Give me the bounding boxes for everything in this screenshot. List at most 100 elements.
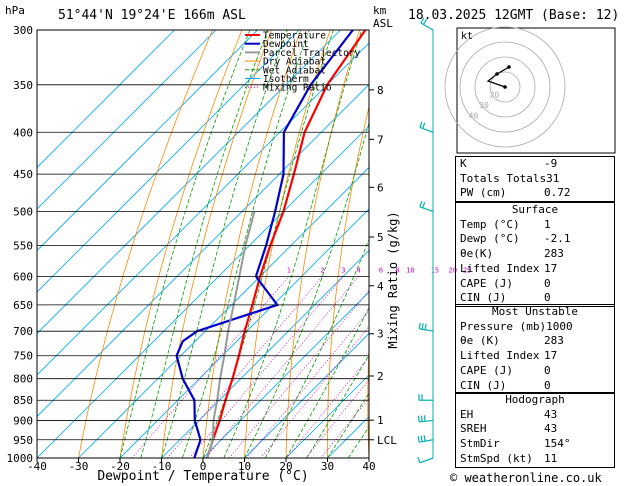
- wind-barb-flag: [423, 415, 426, 422]
- row-value: 0.72: [544, 186, 571, 200]
- dry-adiabat-line: [161, 30, 272, 458]
- mixing-ratio-label: 4: [356, 266, 360, 274]
- row-label: SREH: [460, 422, 487, 436]
- km-tick-label: 1: [377, 414, 384, 427]
- km-tick-label: 5: [377, 231, 384, 244]
- wind-barb-flag: [417, 436, 420, 443]
- row-label: θe (K): [460, 334, 500, 348]
- row-value: 0: [544, 378, 551, 392]
- hodograph-point: [495, 72, 499, 76]
- km-tick-label: 7: [377, 133, 384, 146]
- plot-frame: [36, 29, 370, 459]
- table-row: StmSpd (kt) 11: [456, 452, 614, 467]
- mixing-ratio-line: [167, 276, 323, 458]
- pressure-label: 600: [13, 270, 33, 283]
- pressure-label: 1000: [7, 452, 34, 465]
- pressure-label: 750: [13, 350, 33, 363]
- wet-adiabat-line: [285, 306, 369, 458]
- isotherm-line: [37, 30, 341, 335]
- row-value: -2.1: [544, 232, 571, 246]
- hodograph-ring-label: 40: [469, 112, 479, 121]
- table-row: SREH 43: [456, 422, 614, 437]
- hodograph-point: [503, 85, 507, 89]
- wind-barb-flag: [420, 17, 425, 24]
- legend-entry: Wet Adiabat: [263, 65, 326, 76]
- wind-barb-flag: [418, 322, 421, 329]
- row-label: Lifted Index: [460, 261, 540, 275]
- surface-title: Surface: [511, 203, 559, 216]
- wet-adiabat-line: [161, 30, 288, 458]
- wind-barb-flag: [421, 323, 424, 330]
- mixing-ratio-line: [246, 309, 369, 458]
- isotherm-line: [161, 249, 369, 458]
- table-row: Totals Totals 31: [456, 172, 614, 187]
- most-unstable-title: Most Unstable: [491, 305, 579, 318]
- isotherm-line: [244, 332, 369, 458]
- table-row: CIN (J) 0: [456, 291, 614, 306]
- row-label: Temp (°C): [460, 217, 520, 231]
- isotherm-line: [37, 125, 369, 458]
- row-label: K: [460, 157, 467, 170]
- wind-barb-staff: [419, 328, 434, 332]
- table-row: Lifted Index 17: [456, 349, 614, 364]
- km-tick-label: 6: [377, 181, 384, 194]
- x-tick-label: 30: [321, 460, 334, 473]
- wet-adiabat-line: [202, 30, 334, 458]
- mixing-ratio-line: [131, 276, 290, 458]
- row-value: 154°: [544, 437, 571, 451]
- isotherm-line: [37, 30, 175, 169]
- row-value: 11: [544, 451, 558, 465]
- isotherm-line: [78, 166, 369, 458]
- mixing-ratio-label: 3: [341, 266, 345, 274]
- mixing-ratio-line: [189, 276, 344, 458]
- table-row: Temp (°C) 1: [456, 218, 614, 233]
- most-unstable-table: Most Unstable Pressure (mb) 1000 θe (K) 283…: [455, 304, 615, 395]
- wind-barb-flag: [422, 122, 426, 129]
- wind-barb-flag: [417, 415, 420, 422]
- pressure-label: 950: [13, 434, 33, 447]
- pressure-label: 350: [13, 79, 33, 92]
- date-title: 18.03.2025 12GMT (Base: 12): [408, 8, 619, 23]
- pressure-label: 500: [13, 206, 33, 219]
- row-label: CIN (J): [460, 378, 507, 392]
- row-label: θe(K): [460, 247, 494, 261]
- row-label: CIN (J): [460, 291, 507, 305]
- plot-area: 1 2 3 4 6 8 10 15 20 2530035040045050055060065070…: [7, 17, 471, 473]
- hodograph-kt-label: kt: [461, 31, 473, 42]
- row-label: Lifted Index: [460, 349, 540, 363]
- x-tick-label: -30: [69, 460, 89, 473]
- row-value: 283: [544, 247, 564, 261]
- pressure-label: 850: [13, 394, 33, 407]
- hodograph-ring: [459, 41, 551, 133]
- wind-barb-flag: [422, 201, 426, 209]
- km-tick-label: LCL: [377, 434, 397, 447]
- wind-barb-staff: [419, 419, 434, 423]
- series-dewpoint: [175, 30, 354, 458]
- hpa-label: hPa: [5, 4, 25, 17]
- mixing-ratio-line: [260, 325, 369, 458]
- wind-barb-staff: [419, 457, 434, 464]
- mixing-ratio-label: 25: [463, 266, 471, 274]
- row-label: EH: [460, 407, 474, 421]
- wind-barb-flag: [424, 323, 427, 330]
- x-tick-label: -40: [27, 460, 47, 473]
- mixing-ratio-label: 20: [449, 266, 457, 274]
- table-row: CIN (J) 0: [456, 379, 614, 394]
- pressure-label: 550: [13, 239, 33, 252]
- mixing-ratio-label: 10: [406, 266, 414, 274]
- pressure-label: 300: [13, 24, 33, 37]
- row-value: 17: [544, 349, 558, 363]
- legend-entry: Dewpoint: [263, 39, 309, 50]
- row-label: CAPE (J): [460, 276, 513, 290]
- x-tick-label: 40: [362, 460, 375, 473]
- km-tick-label: 4: [377, 280, 384, 293]
- isotherm-line: [37, 30, 217, 210]
- legend-entry: Dry Adiabat: [263, 57, 326, 68]
- table-row: Lifted Index 17: [456, 262, 614, 277]
- pressure-label: 400: [13, 126, 33, 139]
- surface-table: Surface Temp (°C) 1 Dewp (°C) -2.1 θe(K) 283 L…: [455, 202, 615, 307]
- hodograph-table: Hodograph EH 43 SREH 43 StmDir 154° StmSpd (kt…: [455, 392, 615, 468]
- hodograph-ring-label: 20: [490, 91, 500, 100]
